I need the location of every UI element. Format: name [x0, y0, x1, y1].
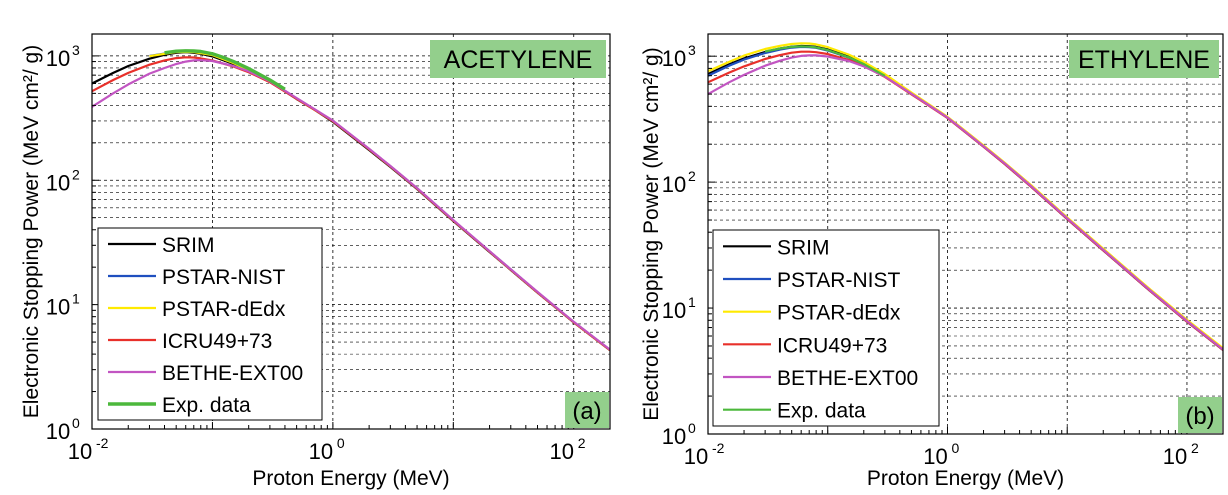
legend-entry-pstar-dedx: PSTAR-dEdx: [108, 298, 286, 321]
legend-entry-icru49-73: ICRU49+73: [108, 330, 272, 353]
legend-label: SRIM: [162, 234, 215, 257]
x-tick-label: 10: [68, 439, 92, 464]
legend-entry-srim: SRIM: [108, 234, 215, 257]
panel-label-box: [1178, 397, 1222, 433]
y-tick-label: 10: [662, 298, 686, 323]
x-tick-label: 10: [309, 439, 333, 464]
legend-label: SRIM: [777, 236, 830, 259]
legend-entry-exp-data: Exp. data: [723, 400, 866, 423]
legend-entry-bethe-ext00: BETHE-EXT00: [108, 362, 303, 385]
y-tick-label: 10: [46, 46, 70, 71]
legend-label: Exp. data: [162, 394, 251, 417]
legend: SRIM PSTAR-NIST PSTAR-dEdx ICRU49+73 BETHE-E…: [712, 229, 940, 427]
legend-entry-bethe-ext00: BETHE-EXT00: [723, 367, 918, 390]
series-lines: [92, 49, 610, 352]
axis-ticks: [708, 55, 1188, 435]
panel-label-box: [565, 392, 609, 428]
legend-entry-pstar-dedx: PSTAR-dEdx: [723, 302, 901, 325]
legend: SRIM PSTAR-NIST PSTAR-dEdx ICRU49+73 BETHE-E…: [97, 227, 323, 421]
x-tick-label-exponent: -2: [96, 435, 109, 451]
legend-label: BETHE-EXT00: [777, 367, 918, 390]
legend-entry-exp-data: Exp. data: [108, 394, 251, 417]
legend-label: ICRU49+73: [162, 330, 272, 353]
plot-area-frame: [707, 33, 1224, 435]
legend-label: PSTAR-dEdx: [777, 302, 901, 325]
y-tick-label: 10: [662, 172, 686, 197]
y-tick-label-exponent: 3: [72, 42, 80, 58]
plot-area-frame: [91, 33, 611, 430]
legend-entry-icru49-73: ICRU49+73: [723, 334, 887, 357]
y-tick-label: 10: [46, 419, 70, 444]
legend-label: ICRU49+73: [777, 334, 887, 357]
x-tick-label-exponent: 2: [1191, 440, 1199, 456]
legend-frame: [97, 227, 323, 421]
legend-entry-srim: SRIM: [723, 236, 830, 259]
y-tick-label-exponent: 2: [688, 168, 696, 184]
y-tick-label: 10: [662, 424, 686, 449]
series-line-exp-data: [164, 49, 286, 91]
x-tick-label: 10: [550, 439, 574, 464]
x-tick-label: 10: [1163, 444, 1187, 469]
y-tick-label-exponent: 0: [72, 415, 80, 431]
x-axis-label: Proton Energy (MeV): [867, 467, 1064, 490]
legend-entry-pstar-nist: PSTAR-NIST: [723, 269, 900, 292]
annotation-badge: [1069, 40, 1219, 78]
gridlines: [92, 34, 610, 430]
annotation-badge-label: ETHYLENE: [1078, 46, 1210, 74]
legend-label: PSTAR-NIST: [162, 266, 285, 289]
legend-frame: [712, 229, 940, 427]
panel-label: (b): [1185, 403, 1214, 430]
x-tick-label-exponent: 0: [337, 435, 345, 451]
y-axis-label: Electronic Stopping Power (MeV cm²/ g): [640, 47, 663, 420]
legend-entry-pstar-nist: PSTAR-NIST: [108, 266, 285, 289]
series-line-bethe-ext00: [708, 54, 1223, 351]
x-tick-label: 10: [684, 444, 708, 469]
y-tick-label-exponent: 1: [72, 291, 80, 307]
y-tick-label: 10: [662, 46, 686, 71]
annotation-badge-label: ACETYLENE: [444, 46, 593, 74]
legend-label: BETHE-EXT00: [162, 362, 303, 385]
x-tick-label-exponent: 2: [578, 435, 586, 451]
y-tick-label: 10: [46, 170, 70, 195]
x-tick-label-exponent: -2: [712, 440, 725, 456]
x-tick-label: 10: [923, 444, 947, 469]
y-tick-label-exponent: 2: [72, 166, 80, 182]
panel-label: (a): [572, 398, 601, 425]
series-lines: [708, 42, 1223, 351]
legend-label: PSTAR-NIST: [777, 269, 900, 292]
legend-label: Exp. data: [777, 400, 866, 423]
y-tick-label-exponent: 1: [688, 294, 696, 310]
legend-label: PSTAR-dEdx: [162, 298, 286, 321]
y-tick-label-exponent: 0: [688, 420, 696, 436]
axis-ticks: [92, 55, 575, 430]
y-tick-label-exponent: 3: [688, 42, 696, 58]
y-tick-label: 10: [46, 295, 70, 320]
annotation-badge: [430, 40, 606, 78]
y-axis-label: Electronic Stopping Power (MeV cm²/ g): [20, 45, 43, 418]
x-tick-label-exponent: 0: [951, 440, 959, 456]
x-axis-label: Proton Energy (MeV): [252, 467, 449, 490]
series-line-exp-data: [764, 45, 886, 77]
